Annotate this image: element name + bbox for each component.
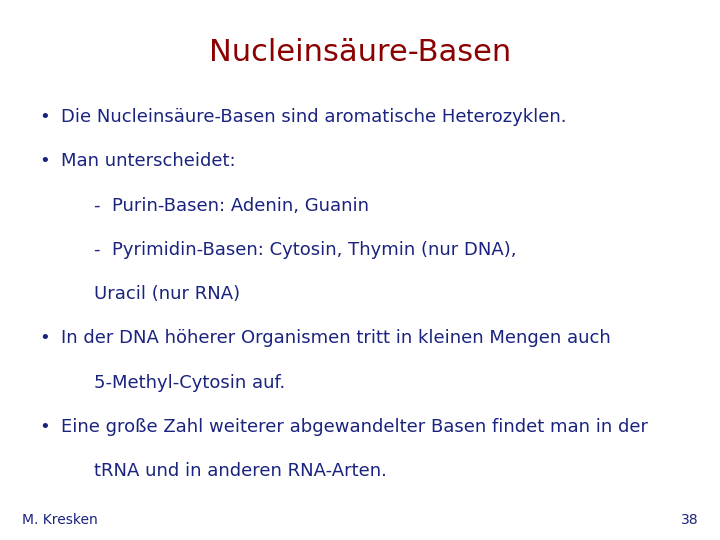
Text: Man unterscheidet:: Man unterscheidet: [61, 152, 236, 170]
Text: -  Pyrimidin-Basen: Cytosin, Thymin (nur DNA),: - Pyrimidin-Basen: Cytosin, Thymin (nur … [94, 241, 516, 259]
Text: tRNA und in anderen RNA-Arten.: tRNA und in anderen RNA-Arten. [94, 462, 387, 480]
Text: •: • [40, 152, 50, 170]
Text: In der DNA höherer Organismen tritt in kleinen Mengen auch: In der DNA höherer Organismen tritt in k… [61, 329, 611, 347]
Text: 5-Methyl-Cytosin auf.: 5-Methyl-Cytosin auf. [94, 374, 285, 391]
Text: Uracil (nur RNA): Uracil (nur RNA) [94, 285, 240, 303]
Text: •: • [40, 329, 50, 347]
Text: 38: 38 [681, 512, 698, 526]
Text: M. Kresken: M. Kresken [22, 512, 97, 526]
Text: Nucleinsäure-Basen: Nucleinsäure-Basen [209, 38, 511, 67]
Text: Eine große Zahl weiterer abgewandelter Basen findet man in der: Eine große Zahl weiterer abgewandelter B… [61, 418, 648, 436]
Text: •: • [40, 108, 50, 126]
Text: -  Purin-Basen: Adenin, Guanin: - Purin-Basen: Adenin, Guanin [94, 197, 369, 214]
Text: Die Nucleinsäure-Basen sind aromatische Heterozyklen.: Die Nucleinsäure-Basen sind aromatische … [61, 108, 567, 126]
Text: •: • [40, 418, 50, 436]
